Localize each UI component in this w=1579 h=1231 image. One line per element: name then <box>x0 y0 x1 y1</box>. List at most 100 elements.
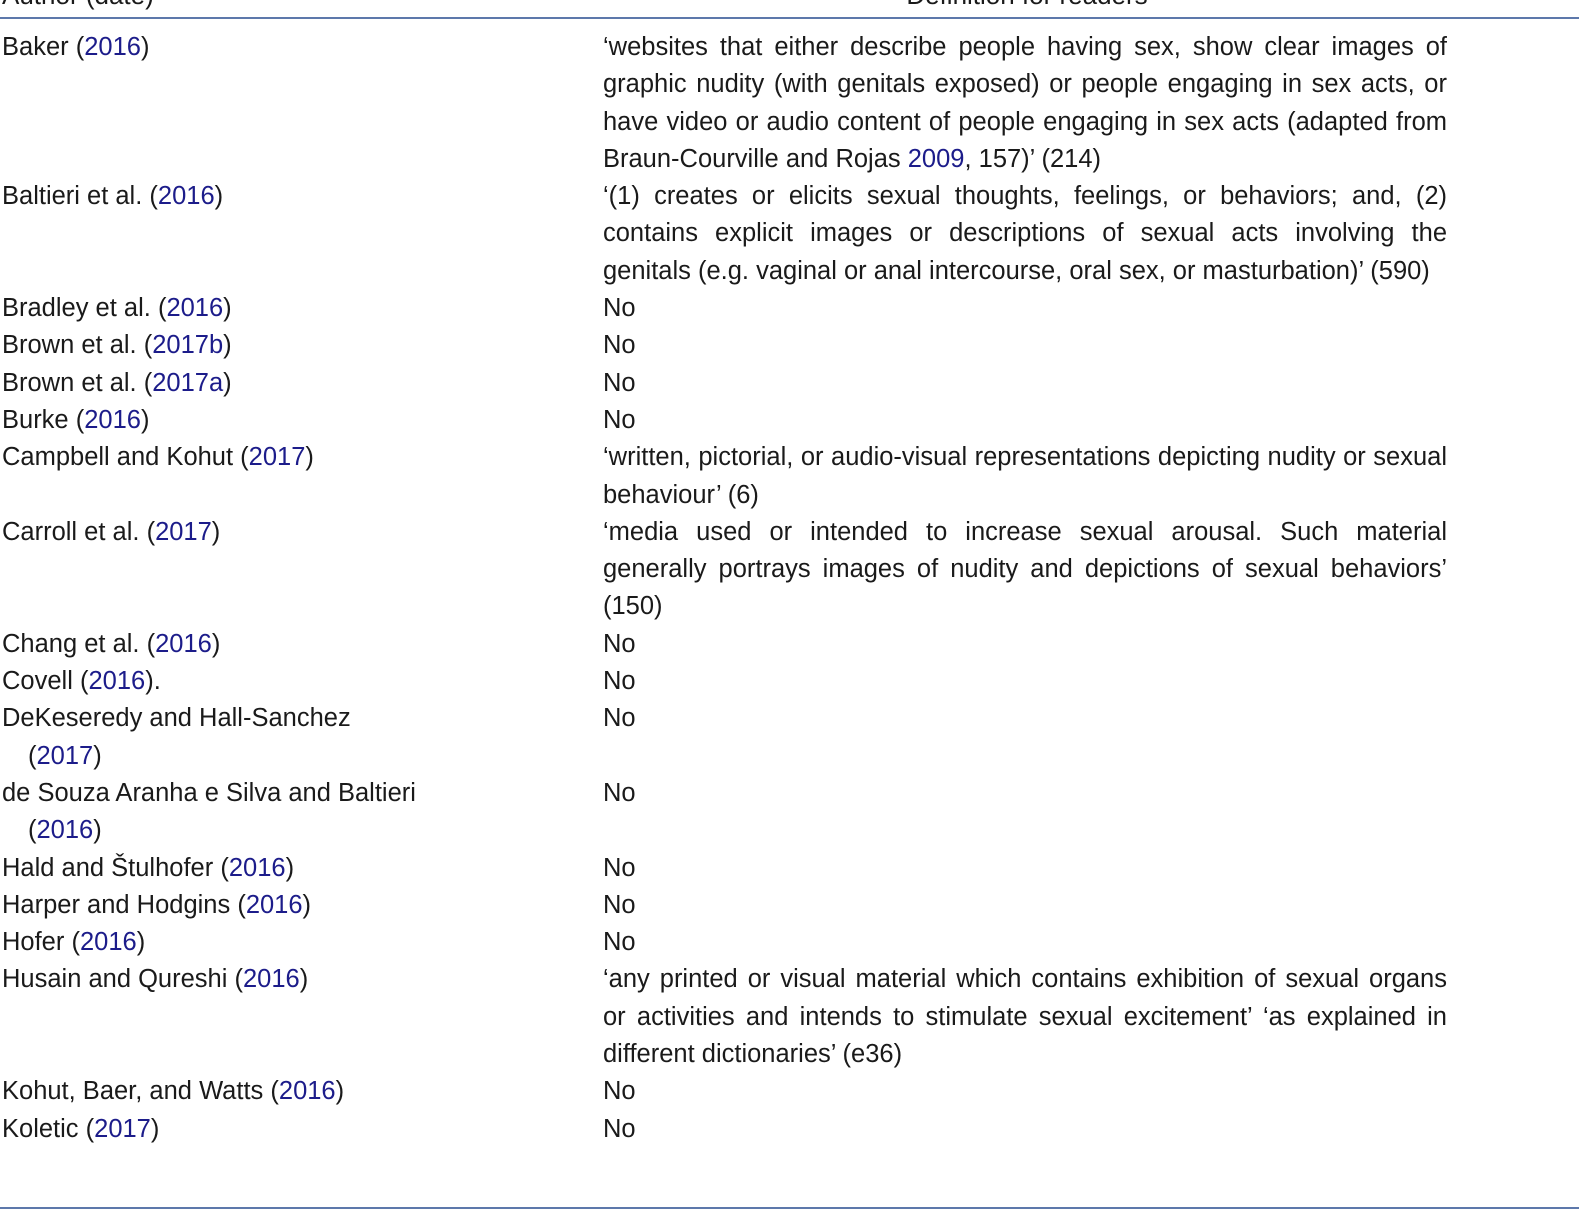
author-suffix: ) <box>211 629 221 658</box>
definition-text: No <box>603 294 636 323</box>
author-suffix: ) <box>223 368 232 397</box>
table-row: Chang et al. (2016) No <box>0 626 1579 663</box>
definition-text: ‘written, pictorial, or audio-visual rep… <box>603 443 1447 509</box>
table-row: Baker (2016) ‘websites that either descri… <box>0 29 1579 178</box>
author-name: Campbell and Kohut <box>2 443 234 472</box>
author-suffix: ) <box>211 517 221 546</box>
author-cell: Harper and Hodgins (2016) <box>2 890 312 919</box>
author-name: Carroll et al. <box>2 517 140 546</box>
definition-cell: ‘written, pictorial, or audio-visual rep… <box>603 439 1447 514</box>
table-row: Harper and Hodgins (2016) No <box>0 887 1579 924</box>
table-row: Burke (2016) No <box>0 402 1579 439</box>
author-suffix: ) <box>93 741 102 770</box>
definition-text: No <box>603 667 636 696</box>
definition-text: No <box>603 405 636 434</box>
definition-text: ‘any printed or visual material which co… <box>603 965 1447 1069</box>
author-cell: Hald and Štulhofer (2016) <box>2 853 295 882</box>
author-year-wrap: (2016) <box>28 816 102 845</box>
year-link[interactable]: 2016 <box>79 928 137 957</box>
definition-cell: ‘websites that either describe people ha… <box>603 29 1447 178</box>
table-row: Koletic (2017) No <box>0 1111 1579 1148</box>
definition-cell: No <box>603 626 1447 663</box>
year-link[interactable]: 2016 <box>88 667 146 696</box>
definition-cell: No <box>603 365 1447 402</box>
definition-cell: No <box>603 402 1447 439</box>
table-row: Carroll et al. (2017) ‘media used or inte… <box>0 514 1579 626</box>
table-body: Baker (2016) ‘websites that either descri… <box>0 29 1579 1148</box>
author-suffix: ) <box>335 1077 345 1106</box>
author-name: Kohut, Baer, and Watts <box>2 1077 264 1106</box>
definition-cell: No <box>603 775 1447 850</box>
author-name: Covell <box>2 667 73 696</box>
author-cell: DeKeseredy and Hall-Sanchez (2017) <box>0 700 603 775</box>
bottom-rule <box>0 1207 1579 1209</box>
author-name: Hofer <box>2 928 65 957</box>
year-link[interactable]: 2017 <box>248 443 306 472</box>
table-header: Author (date) Definition for readers <box>0 0 1579 10</box>
definition-cell: No <box>603 850 1447 887</box>
definition-cell: No <box>603 290 1447 327</box>
author-cell: Brown et al. (2017a) <box>2 368 232 397</box>
author-suffix: ) <box>223 331 232 360</box>
definition-text: ‘(1) creates or elicits sexual thoughts,… <box>603 182 1447 285</box>
year-link[interactable]: 2017 <box>36 741 94 770</box>
definition-cell: No <box>603 327 1447 364</box>
year-link[interactable]: 2016 <box>166 294 224 323</box>
year-link[interactable]: 2016 <box>36 816 94 845</box>
year-link[interactable]: 2017b <box>152 331 224 360</box>
author-cell: Kohut, Baer, and Watts (2016) <box>2 1077 345 1106</box>
year-link[interactable]: 2016 <box>155 629 212 658</box>
author-cell: Bradley et al. (2016) <box>2 294 232 323</box>
definition-cell: No <box>603 887 1447 924</box>
definition-text: ‘media used or intended to increase sexu… <box>603 517 1447 621</box>
author-suffix: ) <box>93 816 102 845</box>
author-suffix: ) <box>299 965 309 994</box>
definition-text: No <box>603 704 636 733</box>
table-row: Husain and Qureshi (2016) ‘any printed or… <box>0 961 1579 1073</box>
year-link[interactable]: 2016 <box>157 182 215 211</box>
definition-cell: No <box>603 1073 1447 1110</box>
author-name: Harper and Hodgins <box>2 890 231 919</box>
table-row: Brown et al. (2017b) No <box>0 327 1579 364</box>
year-link[interactable]: 2017 <box>155 517 212 546</box>
author-suffix: ) <box>285 853 295 882</box>
year-link[interactable]: 2016 <box>245 890 303 919</box>
author-name: Burke <box>2 405 69 434</box>
citation-link[interactable]: 2009 <box>907 144 965 173</box>
author-suffix: ) <box>214 182 224 211</box>
definition-cell: ‘(1) creates or elicits sexual thoughts,… <box>603 178 1447 290</box>
table-row: Brown et al. (2017a) No <box>0 365 1579 402</box>
table-row: Bradley et al. (2016) No <box>0 290 1579 327</box>
author-name: Chang et al. <box>2 629 140 658</box>
year-link[interactable]: 2016 <box>228 853 286 882</box>
author-cell: Chang et al. (2016) <box>2 629 221 658</box>
author-suffix: ) <box>223 294 232 323</box>
table-row: Campbell and Kohut (2017) ‘written, picto… <box>0 439 1579 514</box>
definition-cell: No <box>603 700 1447 775</box>
author-name: DeKeseredy and Hall-Sanchez <box>2 704 351 733</box>
table-row: de Souza Aranha e Silva and Baltieri (201… <box>0 775 1579 850</box>
author-name: Baker <box>2 33 69 61</box>
table-row: Hofer (2016) No <box>0 924 1579 961</box>
definition-cell: ‘any printed or visual material which co… <box>603 961 1447 1073</box>
year-link[interactable]: 2016 <box>84 405 141 434</box>
definition-text: No <box>603 1077 636 1106</box>
table-row: Kohut, Baer, and Watts (2016) No <box>0 1073 1579 1110</box>
table-row: DeKeseredy and Hall-Sanchez (2017) No <box>0 700 1579 775</box>
author-name: Koletic <box>2 1114 79 1143</box>
author-cell: Hofer (2016) <box>2 928 146 957</box>
year-link[interactable]: 2017a <box>152 368 224 397</box>
year-link[interactable]: 2017 <box>94 1114 151 1143</box>
year-link[interactable]: 2016 <box>84 33 141 61</box>
table-row: Covell (2016). No <box>0 663 1579 700</box>
author-suffix: ) <box>136 928 146 957</box>
definition-text: No <box>603 928 636 957</box>
definition-text: No <box>603 1114 636 1143</box>
author-name: Baltieri et al. <box>2 182 143 211</box>
year-link[interactable]: 2016 <box>242 965 300 994</box>
author-name: Brown et al. <box>2 331 137 360</box>
definition-text: No <box>603 629 636 658</box>
author-name: de Souza Aranha e Silva and Baltieri <box>2 778 416 807</box>
definition-text: No <box>603 368 636 397</box>
year-link[interactable]: 2016 <box>278 1077 336 1106</box>
